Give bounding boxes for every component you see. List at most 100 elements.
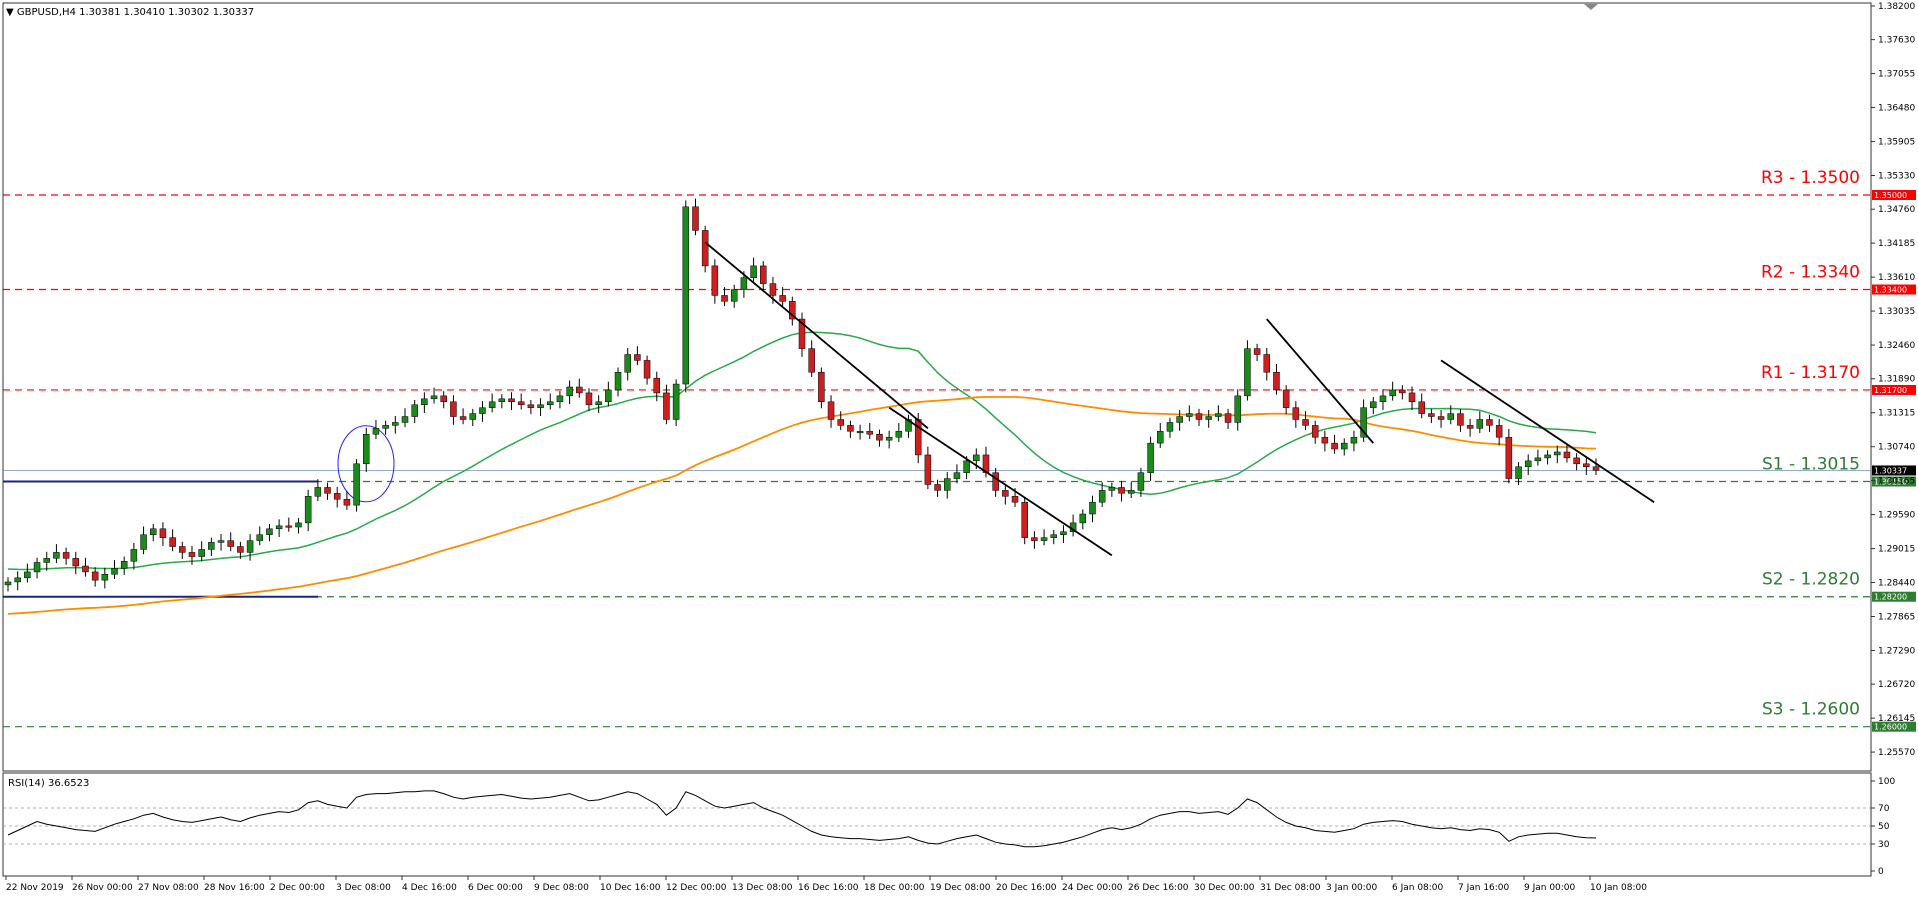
candle-bull <box>963 460 970 473</box>
candle-bull <box>488 401 496 408</box>
candle-bear <box>1292 407 1300 420</box>
time-tick-label: 3 Jan 00:00 <box>1326 883 1378 893</box>
candle-bear <box>324 487 331 494</box>
price-tick-label: 1.37055 <box>1878 70 1915 80</box>
price-tick-label: 1.35330 <box>1878 172 1915 182</box>
candles <box>4 198 1600 592</box>
candle-bear <box>1118 487 1125 494</box>
candle-bull <box>1040 537 1048 541</box>
candle-bear <box>1428 413 1435 417</box>
candle-bear <box>1253 348 1261 355</box>
scroll-marker-icon[interactable] <box>1584 4 1598 10</box>
time-tick-label: 4 Dec 16:00 <box>402 883 457 893</box>
time-tick-label: 10 Jan 08:00 <box>1590 883 1647 893</box>
candle-bear <box>818 371 825 403</box>
candle-bear <box>72 558 80 567</box>
candle-bull <box>1234 395 1241 423</box>
price-tick-label: 1.28440 <box>1878 579 1915 589</box>
candle-bull <box>1534 457 1542 462</box>
candle-bull <box>372 428 380 435</box>
candle-bull <box>614 371 622 391</box>
price-tick-label: 1.34760 <box>1878 205 1915 215</box>
candle-bull <box>275 525 283 530</box>
candle-bear <box>1011 496 1019 503</box>
ma-slow-line <box>7 395 1597 615</box>
candle-bull <box>1515 466 1522 479</box>
candle-bull <box>1137 472 1145 491</box>
time-tick-label: 9 Jan 00:00 <box>1524 883 1576 893</box>
candle-bear <box>237 546 244 553</box>
level-label: R3 - 1.3500 <box>1761 168 1860 188</box>
candle-bear <box>663 392 670 420</box>
level-price-tag <box>1872 476 1916 487</box>
candle-bull <box>53 552 60 559</box>
level-price-tag <box>1872 284 1916 295</box>
price-tick-label: 1.26720 <box>1878 680 1915 690</box>
candle-bull <box>208 542 215 550</box>
candle-bear <box>1195 413 1203 420</box>
price-panel <box>2 2 1872 772</box>
candle-bull <box>1244 348 1251 397</box>
candle-bull <box>1089 501 1096 515</box>
price-tick-label: 1.30740 <box>1878 443 1915 453</box>
time-tick-label: 30 Dec 00:00 <box>1194 883 1255 893</box>
time-tick-label: 13 Dec 08:00 <box>732 883 793 893</box>
rsi-tick-label: 0 <box>1878 867 1884 877</box>
candle-bear <box>808 348 815 373</box>
time-tick-label: 16 Dec 16:00 <box>798 883 859 893</box>
price-tick-label: 1.30165 <box>1878 477 1915 487</box>
candle-bull <box>401 416 409 423</box>
candle-bull <box>217 540 225 543</box>
price-tick-label: 1.38200 <box>1878 2 1915 12</box>
candle-bear <box>333 493 341 500</box>
price-tick-label: 1.32460 <box>1878 341 1915 351</box>
candle-bear <box>62 552 70 559</box>
candle-bear <box>1466 425 1474 429</box>
price-tick-label: 1.25570 <box>1878 748 1915 758</box>
candle-bear <box>343 498 351 506</box>
rsi-tick-label: 30 <box>1878 840 1890 850</box>
rsi-tick-label: 50 <box>1878 822 1890 832</box>
candle-bull <box>149 528 157 535</box>
time-tick-label: 26 Dec 16:00 <box>1128 883 1189 893</box>
level-label: R2 - 1.3340 <box>1761 263 1860 283</box>
level-label: S1 - 1.3015 <box>1762 455 1860 475</box>
candle-bear <box>847 425 854 432</box>
trend-line <box>888 406 1113 557</box>
candle-bull <box>140 534 147 550</box>
candle-bull <box>1554 451 1561 456</box>
candle-bull <box>295 522 302 528</box>
price-tick-label: 1.27290 <box>1878 646 1915 656</box>
candle-bull <box>1389 389 1396 397</box>
candle-bear <box>769 283 777 296</box>
candle-bear <box>1273 371 1280 391</box>
candle-bull <box>1050 534 1058 538</box>
candle-bear <box>1573 457 1580 465</box>
candle-bear <box>285 525 293 528</box>
candle-bear <box>1437 416 1445 420</box>
level-label: S3 - 1.2600 <box>1762 700 1860 720</box>
candle-bear <box>1021 501 1028 538</box>
candle-bull <box>973 454 980 462</box>
level-label: S2 - 1.2820 <box>1762 570 1860 590</box>
candle-bear <box>1031 537 1038 541</box>
price-tick-label: 1.37630 <box>1878 36 1915 46</box>
candle-bear <box>1592 466 1600 471</box>
candle-bull <box>1079 513 1087 524</box>
time-tick-label: 6 Dec 00:00 <box>468 883 523 893</box>
candle-bull <box>1098 490 1106 503</box>
candle-bear <box>1583 463 1590 468</box>
candle-bear <box>701 230 709 267</box>
candle-bear <box>643 360 651 379</box>
candle-bear <box>527 404 535 408</box>
candle-bear <box>188 552 196 557</box>
price-axis: 1.38200 1.37630 1.37055 1.36480 1.35905 1.353… <box>1871 2 1915 758</box>
candle-bull <box>730 289 738 302</box>
candle-bear <box>779 295 786 302</box>
candle-bear <box>711 265 719 296</box>
candle-bull <box>24 571 31 579</box>
candle-bear <box>576 386 583 394</box>
level-price-tag <box>1872 721 1916 732</box>
candle-bull <box>1340 442 1348 450</box>
candle-bull <box>314 487 322 497</box>
